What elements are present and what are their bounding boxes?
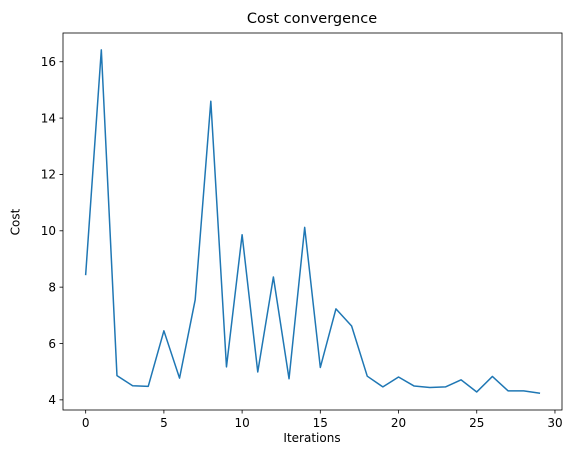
x-axis-title: Iterations bbox=[283, 431, 340, 445]
x-tick-label-15: 15 bbox=[313, 416, 328, 430]
x-tick-label-25: 25 bbox=[469, 416, 484, 430]
series-line-0 bbox=[84, 49, 541, 394]
y-tick-label-8: 8 bbox=[48, 280, 56, 294]
y-tick-label-4: 4 bbox=[48, 393, 56, 407]
x-tick-label-0: 0 bbox=[82, 416, 90, 430]
x-tick-label-10: 10 bbox=[234, 416, 249, 430]
x-tick-label-30: 30 bbox=[547, 416, 562, 430]
plot-area: 0 5 10 15 20 25 30 4 6 8 10 12 14 16 bbox=[41, 32, 563, 430]
chart-title: Cost convergence bbox=[247, 11, 377, 27]
y-tick-label-14: 14 bbox=[41, 111, 56, 125]
x-tick-label-20: 20 bbox=[391, 416, 406, 430]
y-tick-label-12: 12 bbox=[41, 168, 56, 182]
y-tick-label-10: 10 bbox=[41, 224, 56, 238]
y-tick-label-16: 16 bbox=[41, 55, 56, 69]
y-tick-label-6: 6 bbox=[48, 337, 56, 351]
y-axis-title: Cost bbox=[9, 208, 23, 235]
plot-frame bbox=[62, 32, 563, 411]
x-tick-label-5: 5 bbox=[160, 416, 168, 430]
